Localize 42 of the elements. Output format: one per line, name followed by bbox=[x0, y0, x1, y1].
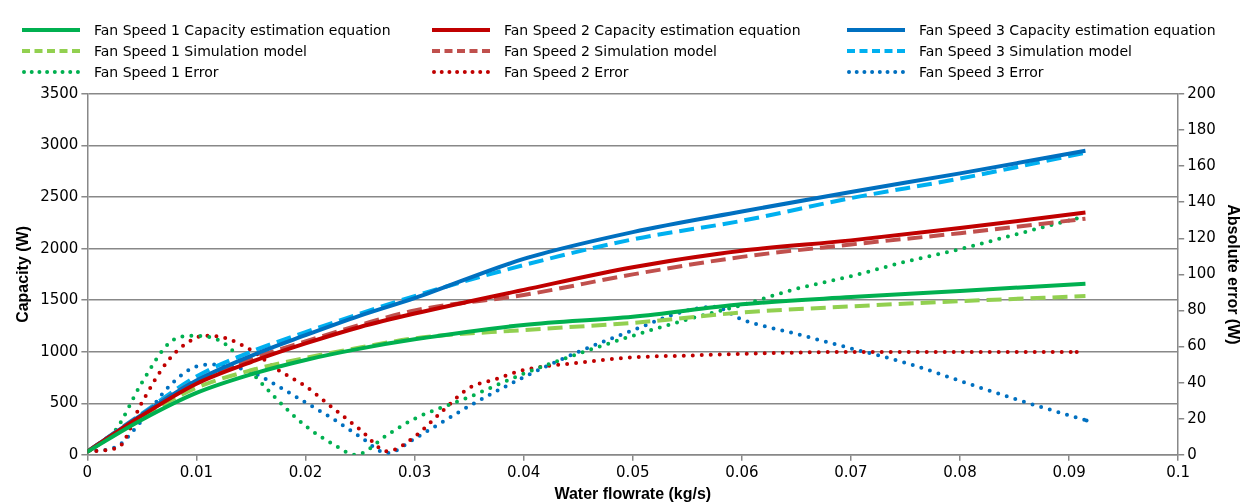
x-tick-label: 0.05 bbox=[616, 462, 650, 481]
y-tick-label: 2500 bbox=[40, 186, 79, 205]
x-tick-label: 0.02 bbox=[288, 462, 323, 481]
x-tick-label: 0.06 bbox=[725, 462, 759, 481]
legend-label: Fan Speed 1 Error bbox=[94, 63, 219, 80]
legend-label: Fan Speed 1 Simulation model bbox=[94, 42, 307, 59]
y-tick-label: 3500 bbox=[40, 83, 79, 102]
y-tick-label: 0 bbox=[68, 444, 79, 463]
x-tick-label: 0.03 bbox=[397, 462, 432, 481]
legend-label: Fan Speed 3 Simulation model bbox=[919, 42, 1132, 59]
legend-label: Fan Speed 3 Capacity estimation equation bbox=[919, 22, 1216, 39]
x-tick-label: 0.08 bbox=[943, 462, 977, 481]
y-tick-label: 1000 bbox=[40, 341, 79, 360]
y2-tick-label: 20 bbox=[1187, 408, 1207, 427]
x-axis-title: Water flowrate (kg/s) bbox=[554, 484, 712, 502]
y2-tick-label: 80 bbox=[1187, 300, 1207, 319]
y2-tick-label: 180 bbox=[1187, 119, 1216, 138]
x-tick-label: 0.04 bbox=[506, 462, 541, 481]
y2-tick-label: 120 bbox=[1187, 228, 1216, 247]
x-tick-label: 0.01 bbox=[179, 462, 214, 481]
y-tick-label: 3000 bbox=[40, 135, 79, 154]
y2-tick-label: 40 bbox=[1187, 372, 1207, 391]
legend-label: Fan Speed 1 Capacity estimation equation bbox=[94, 22, 391, 39]
x-tick-label: 0.09 bbox=[1052, 462, 1086, 481]
x-tick-label: 0.07 bbox=[834, 462, 868, 481]
y2-axis-title: Absolute error (W) bbox=[1224, 204, 1242, 345]
legend-label: Fan Speed 3 Error bbox=[919, 63, 1044, 80]
y2-tick-label: 0 bbox=[1187, 444, 1197, 463]
y2-tick-label: 60 bbox=[1187, 336, 1207, 355]
x-tick-label: 0 bbox=[82, 462, 93, 481]
x-tick-label: 0.1 bbox=[1166, 462, 1191, 481]
y-tick-label: 1500 bbox=[40, 290, 79, 309]
y2-tick-label: 100 bbox=[1187, 264, 1216, 283]
y-tick-label: 2000 bbox=[40, 238, 79, 257]
legend-label: Fan Speed 2 Error bbox=[504, 63, 629, 80]
y-tick-label: 500 bbox=[49, 393, 79, 412]
legend-label: Fan Speed 2 Capacity estimation equation bbox=[504, 22, 801, 39]
y2-tick-label: 140 bbox=[1187, 192, 1216, 211]
y2-tick-label: 200 bbox=[1187, 83, 1216, 102]
legend-label: Fan Speed 2 Simulation model bbox=[504, 42, 717, 59]
y2-tick-label: 160 bbox=[1187, 156, 1216, 175]
y-axis-title: Capacity (W) bbox=[14, 225, 32, 323]
